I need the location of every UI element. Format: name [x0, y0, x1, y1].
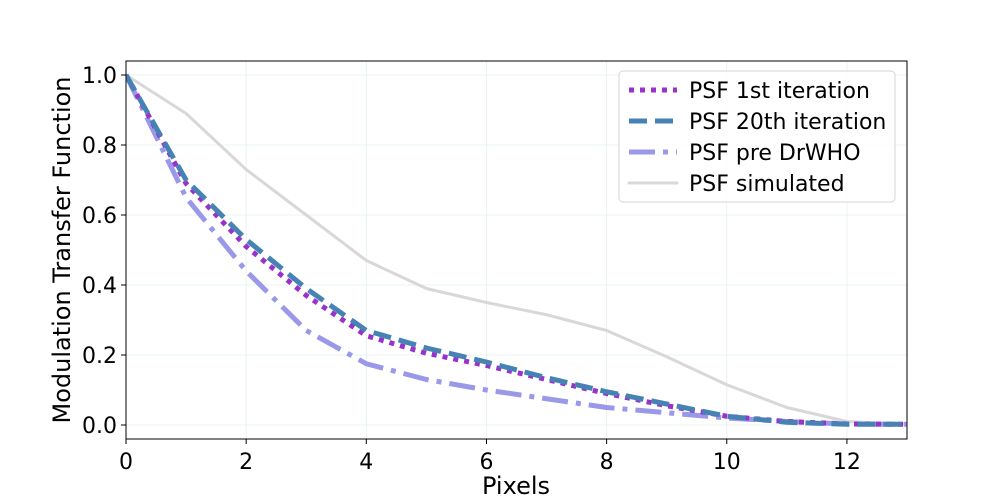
series-line-psf-simulated: [126, 73, 907, 426]
y-tick-label: 0.8: [82, 134, 117, 159]
x-tick-label: 2: [239, 450, 253, 475]
plot-frame: [125, 60, 908, 440]
y-tick-label: 0.4: [82, 274, 117, 299]
x-tick-label: 6: [479, 450, 493, 475]
series-line-psf-pre-drwho: [126, 73, 907, 427]
x-tick-label: 4: [359, 450, 373, 475]
y-tick-label: 0.6: [82, 204, 117, 229]
x-tick-label: 12: [833, 450, 861, 475]
y-tick-label: 1.0: [82, 64, 117, 89]
x-axis-label: Pixels: [482, 472, 550, 500]
legend: PSF 1st iteration PSF 20th iteration PSF p…: [618, 70, 896, 203]
y-axis-label: Modulation Transfer Function: [48, 76, 76, 423]
ticks-layer: 0 2 4 6 8 10 12 0.0 0.2 0.4 0.6 0.8 1.0: [82, 64, 861, 475]
series-line-psf-1st-iteration: [126, 73, 907, 427]
legend-label-psf-pre-drwho: PSF pre DrWHO: [689, 141, 861, 166]
x-tick-label: 0: [119, 450, 133, 475]
y-tick-label: 0.0: [82, 414, 117, 439]
legend-label-psf-1st-iteration: PSF 1st iteration: [689, 79, 870, 104]
y-tick-label: 0.2: [82, 344, 117, 369]
x-tick-label: 8: [600, 450, 614, 475]
legend-frame: [618, 70, 896, 203]
legend-label-psf-simulated: PSF simulated: [689, 172, 845, 197]
series-layer: [126, 73, 907, 427]
legend-label-psf-20th-iteration: PSF 20th iteration: [689, 110, 886, 135]
x-tick-label: 10: [713, 450, 741, 475]
series-line-psf-20th-iteration: [126, 73, 907, 427]
axes-layer: [125, 60, 908, 440]
